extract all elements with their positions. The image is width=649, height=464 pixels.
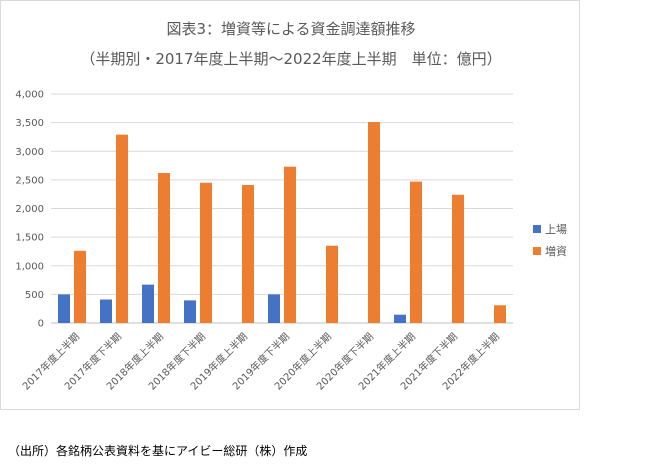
bar-capital-increase bbox=[326, 245, 338, 323]
chart-title: 図表3：増資等による資金調達額推移 bbox=[166, 20, 415, 38]
bar-capital-increase bbox=[494, 305, 506, 323]
legend-swatch bbox=[533, 247, 541, 255]
bar-listing bbox=[268, 294, 280, 323]
bar-listing bbox=[184, 300, 196, 323]
bar-capital-increase bbox=[452, 194, 464, 323]
bar-capital-increase bbox=[410, 181, 422, 323]
y-tick-label: 0 bbox=[38, 319, 44, 330]
bar-listing bbox=[100, 299, 112, 323]
bar-listing bbox=[142, 284, 154, 323]
bar-capital-increase bbox=[284, 166, 296, 323]
bar-capital-increase bbox=[368, 122, 380, 324]
bar-capital-increase bbox=[200, 182, 212, 323]
bar-chart: 図表3：増資等による資金調達額推移 （半期別・2017年度上半期～2022年度上… bbox=[15, 20, 567, 392]
legend-label: 増資 bbox=[545, 245, 567, 258]
bar-listing bbox=[394, 314, 406, 323]
legend-swatch bbox=[533, 225, 541, 233]
bar-capital-increase bbox=[74, 250, 86, 323]
bar-listing bbox=[58, 294, 70, 323]
y-tick-label: 4,000 bbox=[15, 90, 44, 101]
chart-frame: 図表3：増資等による資金調達額推移 （半期別・2017年度上半期～2022年度上… bbox=[0, 0, 580, 410]
legend-label: 上場 bbox=[545, 223, 567, 236]
bar-capital-increase bbox=[158, 173, 170, 323]
source-note: （出所）各銘柄公表資料を基にアイビー総研（株）作成 bbox=[8, 444, 308, 458]
y-tick-label: 500 bbox=[25, 290, 44, 301]
bar-capital-increase bbox=[242, 185, 254, 323]
bar-capital-increase bbox=[116, 134, 128, 323]
y-tick-label: 3,500 bbox=[15, 118, 44, 129]
y-tick-label: 2,500 bbox=[15, 175, 44, 186]
chart-subtitle: （半期別・2017年度上半期～2022年度上半期 単位：億円） bbox=[80, 50, 501, 68]
y-tick-label: 3,000 bbox=[15, 147, 44, 158]
y-tick-label: 2,000 bbox=[15, 204, 44, 215]
y-tick-label: 1,000 bbox=[15, 261, 44, 272]
y-tick-label: 1,500 bbox=[15, 233, 44, 244]
